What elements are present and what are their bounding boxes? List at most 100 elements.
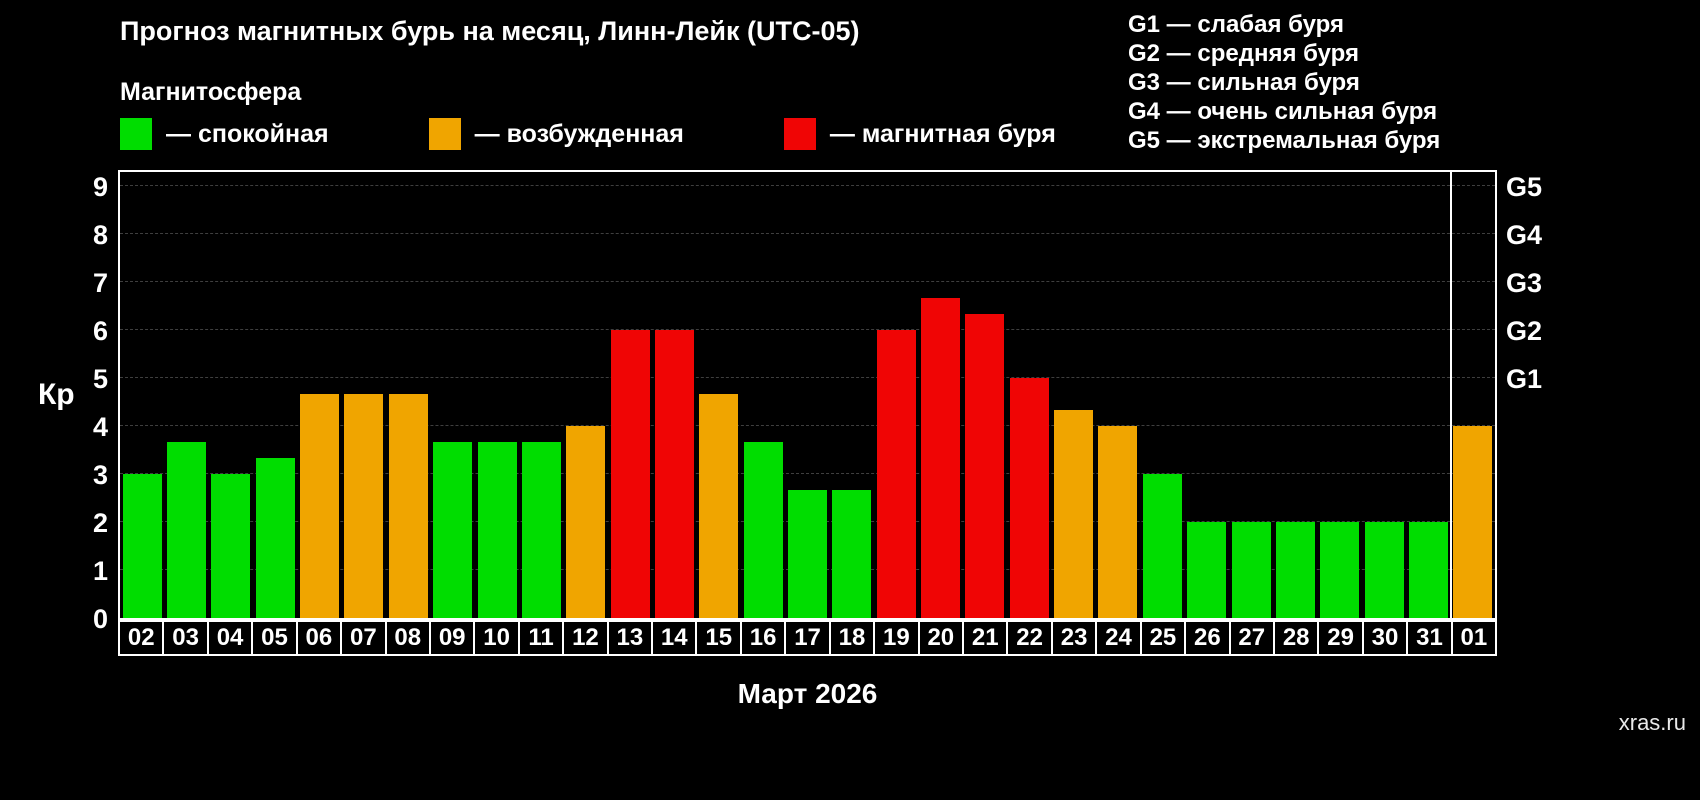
bar-day-25 xyxy=(1142,474,1182,618)
x-tick-day-02: 02 xyxy=(118,620,165,656)
right-tick-label-G5: G5 xyxy=(1506,172,1543,203)
legend-item-excited: — возбужденная xyxy=(428,118,684,150)
x-tick-day-17: 17 xyxy=(784,620,831,656)
bar-day-24 xyxy=(1098,426,1138,618)
bar-day-22 xyxy=(1009,378,1049,618)
gridline-kp-6 xyxy=(120,329,1495,331)
bar-legend: — спокойная — возбужденная — магнитная б… xyxy=(120,118,1156,150)
x-tick-day-10: 10 xyxy=(473,620,520,656)
y-tick-label-8: 8 xyxy=(92,220,108,251)
bar-day-07 xyxy=(344,394,384,618)
plot-inner xyxy=(120,172,1495,618)
y-axis-tick-labels: 0 1 2 3 4 5 6 7 8 9 xyxy=(0,170,108,634)
g1-definition: G1 — слабая буря xyxy=(1128,11,1345,38)
bar-day-14 xyxy=(654,330,694,618)
magnetosphere-heading: Магнитосфера xyxy=(120,78,302,106)
bar-day-13 xyxy=(610,330,650,618)
x-tick-day-22: 22 xyxy=(1006,620,1053,656)
x-tick-day-31: 31 xyxy=(1406,620,1453,656)
bar-day-03 xyxy=(167,442,207,618)
g3-definition: G3 — сильная буря xyxy=(1128,69,1360,96)
bar-day-15 xyxy=(699,394,739,618)
bar-day-19 xyxy=(876,330,916,618)
gridline-kp-4 xyxy=(120,425,1495,427)
x-tick-day-28: 28 xyxy=(1272,620,1320,656)
right-tick-label-G3: G3 xyxy=(1506,268,1543,299)
x-tick-day-11: 11 xyxy=(517,620,565,656)
x-axis-title: Март 2026 xyxy=(737,678,878,709)
x-tick-day-07: 07 xyxy=(340,620,387,656)
gridline-kp-3 xyxy=(120,473,1495,475)
x-tick-day-30: 30 xyxy=(1361,620,1409,656)
y-tick-label-5: 5 xyxy=(92,364,108,395)
x-tick-day-08: 08 xyxy=(384,620,431,656)
bar-day-30 xyxy=(1364,522,1404,618)
g5-definition: G5 — экстремальная буря xyxy=(1128,127,1441,154)
x-tick-day-06: 06 xyxy=(295,620,343,656)
y-tick-label-9: 9 xyxy=(92,172,108,203)
x-tick-day-29: 29 xyxy=(1317,620,1364,656)
bar-day-09 xyxy=(433,442,473,618)
g2-definition: G2 — средняя буря xyxy=(1128,40,1359,67)
x-tick-day-01: 01 xyxy=(1450,620,1498,656)
gridline-kp-5 xyxy=(120,377,1495,379)
bar-day-05 xyxy=(255,458,295,618)
y-tick-label-2: 2 xyxy=(92,508,108,539)
x-tick-day-21: 21 xyxy=(962,620,1009,656)
bar-day-20 xyxy=(921,298,961,618)
plot-area xyxy=(118,170,1497,620)
legend-item-storm: — магнитная буря xyxy=(783,118,1056,150)
x-tick-day-23: 23 xyxy=(1050,620,1098,656)
bar-day-08 xyxy=(388,394,428,618)
x-tick-day-16: 16 xyxy=(739,620,787,656)
chart-title: Прогноз магнитных бурь на месяц, Линн-Ле… xyxy=(120,16,860,46)
x-tick-day-20: 20 xyxy=(917,620,965,656)
bar-day-02 xyxy=(122,474,162,618)
x-tick-day-13: 13 xyxy=(606,620,654,656)
bar-day-31 xyxy=(1408,522,1448,618)
watermark: xras.ru xyxy=(1618,710,1686,735)
bar-day-26 xyxy=(1187,522,1227,618)
bar-day-11 xyxy=(521,442,561,618)
y-axis-title: Кр xyxy=(38,378,75,411)
x-tick-day-03: 03 xyxy=(162,620,209,656)
right-tick-label-G2: G2 xyxy=(1506,316,1543,347)
bar-day-23 xyxy=(1054,410,1094,618)
x-tick-day-14: 14 xyxy=(651,620,698,656)
g-scale-legend: G1 — слабая буря G2 — средняя буря G3 — … xyxy=(1128,10,1440,155)
y-tick-label-7: 7 xyxy=(92,268,108,299)
y-tick-label-0: 0 xyxy=(92,604,108,634)
bar-day-29 xyxy=(1320,522,1360,618)
x-tick-day-12: 12 xyxy=(562,620,609,656)
bar-day-16 xyxy=(743,442,783,618)
x-tick-day-05: 05 xyxy=(251,620,298,656)
quiet-color-swatch xyxy=(120,118,152,150)
g4-definition: G4 — очень сильная буря xyxy=(1128,98,1438,125)
x-tick-day-18: 18 xyxy=(828,620,876,656)
bar-day-18 xyxy=(832,489,872,618)
legend-item-quiet: — спокойная xyxy=(120,118,329,150)
bar-day-04 xyxy=(211,474,251,618)
gridline-kp-7 xyxy=(120,281,1495,283)
bar-day-06 xyxy=(300,394,340,618)
x-tick-day-25: 25 xyxy=(1139,620,1187,656)
bar-day-01 xyxy=(1453,426,1493,618)
y-tick-label-3: 3 xyxy=(92,460,108,491)
legend-label-quiet: — спокойная xyxy=(166,119,329,148)
bar-day-21 xyxy=(965,314,1005,618)
y-tick-label-4: 4 xyxy=(92,412,108,443)
y-tick-label-1: 1 xyxy=(92,556,108,587)
x-tick-day-04: 04 xyxy=(206,620,254,656)
bar-day-17 xyxy=(788,489,827,618)
gridline-kp-8 xyxy=(120,233,1495,235)
x-tick-day-24: 24 xyxy=(1095,620,1142,656)
right-tick-label-G4: G4 xyxy=(1506,220,1543,251)
month-separator-line xyxy=(1449,172,1452,618)
x-tick-day-26: 26 xyxy=(1184,620,1231,656)
y-tick-label-6: 6 xyxy=(92,316,108,347)
bar-day-10 xyxy=(477,442,517,618)
x-tick-day-09: 09 xyxy=(428,620,476,656)
bar-day-12 xyxy=(566,426,606,618)
x-tick-day-15: 15 xyxy=(695,620,742,656)
